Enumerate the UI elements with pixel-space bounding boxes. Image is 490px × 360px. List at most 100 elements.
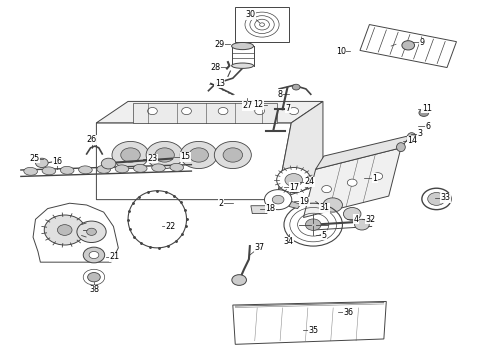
Circle shape (373, 173, 383, 180)
Text: 10: 10 (336, 47, 346, 56)
Circle shape (218, 108, 228, 114)
Text: 38: 38 (89, 285, 99, 294)
Circle shape (322, 185, 331, 193)
Text: 1: 1 (372, 174, 378, 183)
Circle shape (419, 109, 429, 116)
Circle shape (428, 193, 445, 205)
Text: 27: 27 (243, 101, 252, 110)
Ellipse shape (24, 167, 37, 175)
Polygon shape (289, 202, 300, 208)
Circle shape (277, 167, 311, 193)
Text: 29: 29 (215, 40, 225, 49)
Text: 16: 16 (52, 157, 62, 166)
Text: 9: 9 (419, 38, 424, 47)
Text: 11: 11 (422, 104, 432, 113)
Text: 36: 36 (343, 308, 353, 317)
Text: 13: 13 (215, 79, 224, 88)
Circle shape (255, 108, 265, 114)
Text: 26: 26 (86, 135, 97, 144)
Circle shape (101, 158, 116, 169)
Text: 30: 30 (246, 10, 256, 19)
Text: 33: 33 (441, 193, 451, 202)
Ellipse shape (170, 163, 184, 171)
Text: 8: 8 (277, 90, 283, 99)
Circle shape (265, 190, 292, 210)
Ellipse shape (115, 165, 129, 173)
Text: 21: 21 (110, 252, 120, 261)
Text: 4: 4 (354, 215, 359, 224)
Text: 22: 22 (166, 222, 176, 231)
Text: 28: 28 (211, 63, 221, 72)
Circle shape (83, 247, 105, 263)
Text: 17: 17 (290, 183, 300, 192)
Ellipse shape (42, 167, 56, 175)
Circle shape (35, 158, 48, 167)
Text: 24: 24 (304, 177, 315, 186)
Text: 23: 23 (147, 154, 157, 163)
Polygon shape (360, 24, 457, 68)
Circle shape (155, 148, 174, 162)
Text: 3: 3 (417, 129, 422, 138)
Circle shape (182, 108, 192, 114)
Circle shape (347, 179, 357, 186)
Circle shape (323, 198, 343, 212)
Ellipse shape (152, 164, 165, 172)
Ellipse shape (407, 133, 416, 141)
Polygon shape (97, 123, 291, 200)
Polygon shape (277, 102, 323, 200)
Circle shape (88, 273, 100, 282)
Circle shape (147, 108, 157, 114)
Text: 37: 37 (254, 243, 265, 252)
Circle shape (292, 84, 300, 90)
Circle shape (77, 221, 106, 243)
Circle shape (87, 228, 97, 235)
Text: 19: 19 (299, 197, 310, 206)
Ellipse shape (60, 166, 74, 174)
Polygon shape (233, 301, 386, 344)
Circle shape (189, 148, 208, 162)
Circle shape (289, 108, 298, 114)
Text: 7: 7 (285, 104, 291, 113)
Text: 32: 32 (366, 215, 376, 224)
Circle shape (223, 148, 243, 162)
Ellipse shape (396, 143, 405, 152)
Circle shape (121, 148, 140, 162)
Text: 12: 12 (253, 100, 263, 109)
Polygon shape (303, 148, 401, 217)
Text: 5: 5 (322, 231, 327, 240)
Polygon shape (97, 102, 323, 123)
Circle shape (343, 207, 361, 220)
Ellipse shape (232, 42, 253, 50)
Ellipse shape (133, 165, 147, 172)
Circle shape (57, 225, 72, 235)
Circle shape (214, 141, 251, 168)
Text: 34: 34 (284, 237, 294, 246)
Text: 14: 14 (407, 136, 417, 145)
Circle shape (146, 141, 183, 168)
Bar (235, 8, 289, 42)
Circle shape (89, 251, 99, 258)
Text: 35: 35 (308, 325, 318, 334)
Polygon shape (316, 135, 411, 169)
Circle shape (285, 174, 302, 186)
Bar (133, 103, 277, 123)
Text: 31: 31 (319, 203, 329, 212)
Text: 18: 18 (266, 204, 275, 213)
Circle shape (355, 219, 369, 230)
Ellipse shape (78, 166, 92, 174)
Text: 6: 6 (425, 122, 430, 131)
Ellipse shape (232, 63, 253, 68)
Text: 25: 25 (29, 154, 39, 163)
Circle shape (402, 41, 415, 50)
Circle shape (44, 215, 85, 245)
Circle shape (180, 141, 217, 168)
Circle shape (272, 195, 284, 204)
Polygon shape (33, 203, 118, 262)
Ellipse shape (97, 165, 111, 173)
Circle shape (305, 219, 321, 230)
Text: 2: 2 (218, 199, 223, 208)
Circle shape (112, 141, 149, 168)
Polygon shape (251, 206, 269, 213)
Text: 15: 15 (180, 152, 190, 161)
Circle shape (232, 275, 246, 285)
